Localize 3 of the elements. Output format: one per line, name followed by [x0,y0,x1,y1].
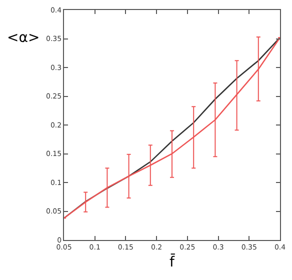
y-axis-title: <α> [7,30,40,46]
line-series [64,36,280,219]
x-axis-title: f̄ [170,253,176,271]
